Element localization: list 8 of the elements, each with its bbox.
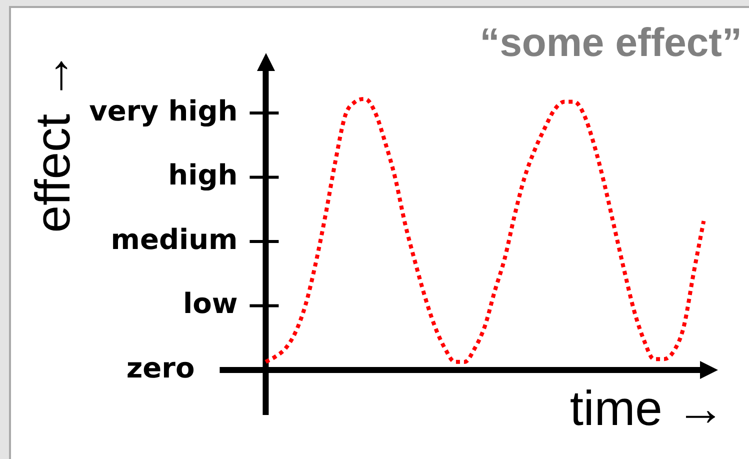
text: high <box>168 158 238 192</box>
text: zero <box>126 351 195 384</box>
text: low <box>182 287 238 320</box>
chart-title: “some effect” <box>480 21 742 65</box>
x-axis-title: time → <box>570 382 725 436</box>
text: very high <box>89 94 238 128</box>
y-axis-title: effect → <box>26 51 80 233</box>
text: medium <box>110 222 238 256</box>
